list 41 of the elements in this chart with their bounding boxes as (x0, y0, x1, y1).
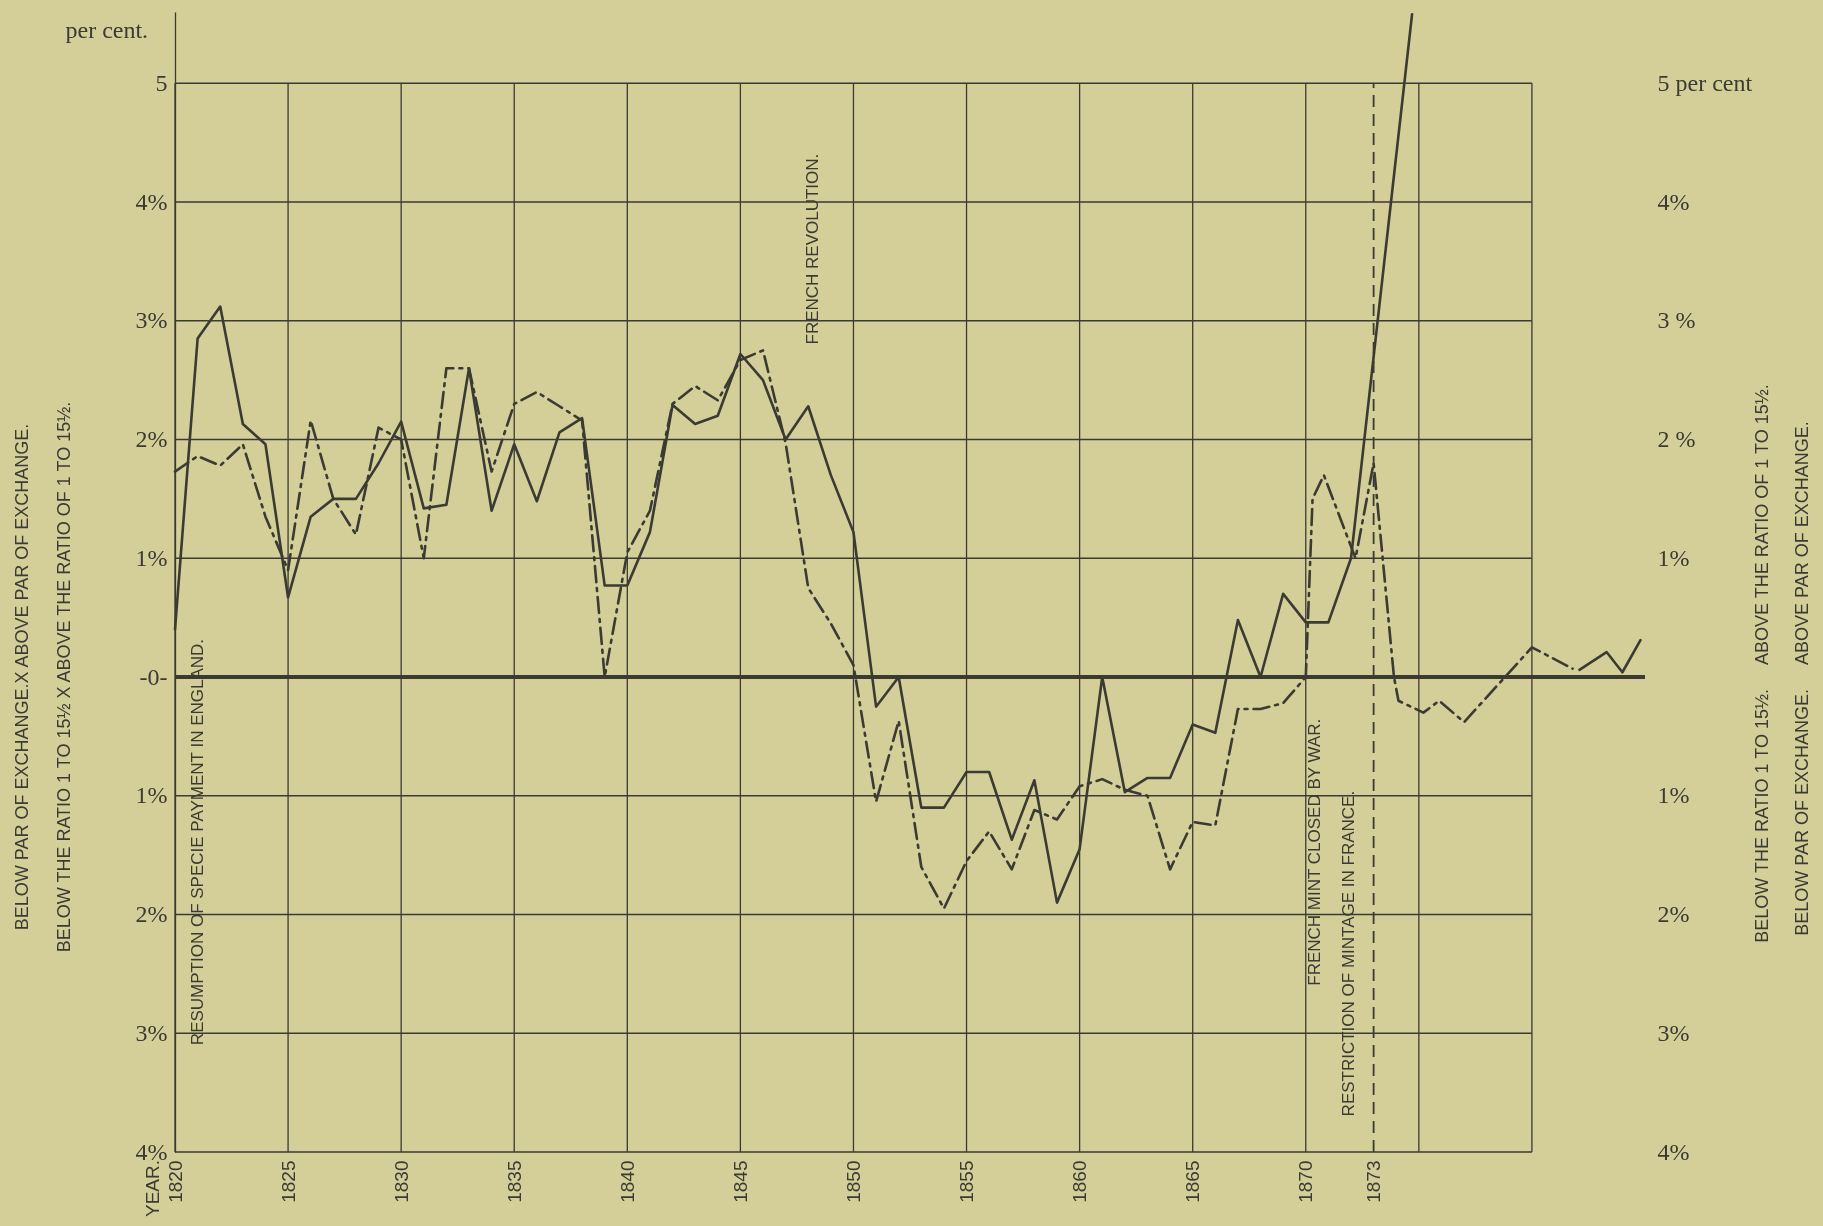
x-tick-label: 1835 (503, 1160, 525, 1203)
y2-tick-label: 3 % (1657, 307, 1696, 334)
y-axis-title: per cent. (65, 16, 149, 43)
text: YEAR. (142, 1160, 163, 1218)
x-tick-label: 1873 (1363, 1160, 1385, 1203)
annotation: FRENCH MINT CLOSED BY WAR. (1304, 718, 1324, 986)
x-tick-label: 1840 (616, 1160, 638, 1203)
text: BELOW PAR OF EXCHANGE.X ABOVE PAR OF EXCHANGE. (12, 423, 32, 931)
y-tick-label: 2% (135, 426, 168, 452)
y2-tick-label: 4% (1657, 1138, 1690, 1165)
x-tick-label: 1855 (956, 1160, 978, 1203)
y2-tick-label: 4% (1657, 188, 1690, 215)
y2-tick-label: 5 per cent (1657, 69, 1753, 96)
text: BELOW PAR OF EXCHANGE. (1792, 689, 1812, 936)
x-tick-label: 1865 (1182, 1160, 1204, 1203)
y2-tick-label: 2% (1657, 901, 1690, 927)
x-tick-label: 1825 (277, 1160, 299, 1203)
text: ABOVE THE RATIO OF 1 TO 15½. (1752, 384, 1772, 665)
text: ABOVE PAR OF EXCHANGE. (1792, 421, 1812, 665)
annotation: FRENCH REVOLUTION. (802, 153, 822, 345)
y2-tick-label: 1% (1657, 544, 1690, 571)
text: BELOW THE RATIO 1 TO 15½ X ABOVE THE RATIO OF 1 TO 15½. (54, 401, 74, 953)
y2-tick-label: 1% (1657, 782, 1690, 809)
y-tick-label: 4% (135, 188, 168, 215)
y-tick-label: 3% (135, 307, 168, 334)
y-tick-label: -0- (139, 663, 168, 690)
y-tick-label: 1% (135, 544, 168, 571)
x-tick-label: 1845 (729, 1160, 751, 1203)
y2-tick-label: 2 % (1657, 426, 1696, 452)
x-tick-label: 1860 (1069, 1160, 1091, 1203)
y-tick-label: 3% (135, 1019, 168, 1046)
x-tick-label: 1820 (164, 1160, 186, 1203)
y-tick-label: 1% (135, 782, 168, 809)
y-tick-label: 5 (155, 69, 168, 96)
x-tick-label: 1850 (842, 1160, 864, 1203)
y2-tick-label: 3% (1657, 1019, 1690, 1046)
annotation: RESTRICTION OF MINTAGE IN FRANCE. (1338, 790, 1358, 1117)
x-tick-label: 1870 (1295, 1160, 1317, 1203)
x-tick-label: 1830 (390, 1160, 412, 1203)
text: BELOW THE RATIO 1 TO 15½. (1752, 689, 1772, 943)
y-tick-label: 2% (135, 901, 168, 927)
